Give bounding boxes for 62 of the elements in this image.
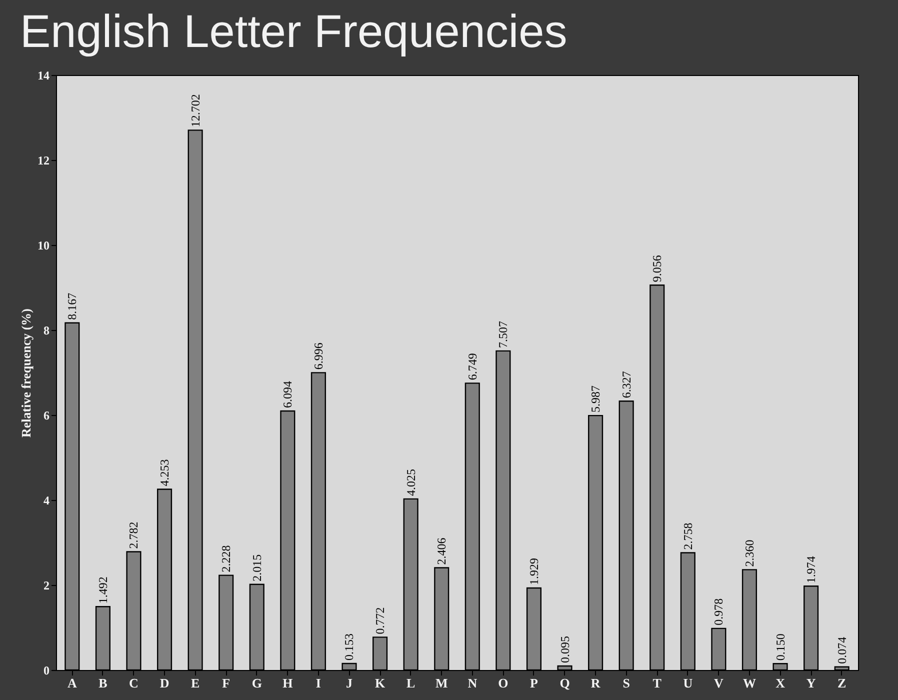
data-label: 1.974 <box>804 556 818 584</box>
x-tick-label: X <box>776 676 786 690</box>
y-tick-label: 4 <box>44 494 50 508</box>
data-label: 1.492 <box>96 576 110 604</box>
x-tick-label: B <box>98 676 108 690</box>
x-tick-label: U <box>683 676 694 690</box>
data-label: 1.929 <box>526 558 541 586</box>
x-tick-label: Y <box>806 676 816 690</box>
data-label: 6.094 <box>280 381 295 408</box>
data-label: 0.074 <box>834 636 849 664</box>
data-label: 0.772 <box>373 607 388 634</box>
x-tick-label: R <box>590 676 601 690</box>
data-label: 2.360 <box>742 540 756 567</box>
x-tick-label: V <box>714 676 724 690</box>
y-tick-label: 2 <box>44 578 50 592</box>
data-label: 6.327 <box>619 371 634 398</box>
data-label: 2.015 <box>250 554 264 582</box>
y-tick-label: 8 <box>44 324 50 338</box>
x-tick-label: N <box>468 676 478 690</box>
data-label: 6.996 <box>311 342 326 370</box>
x-tick-label: F <box>222 676 230 690</box>
data-label: 2.228 <box>219 545 234 572</box>
data-label: 2.782 <box>126 522 141 549</box>
data-label: 0.150 <box>773 634 788 661</box>
x-tick-label: A <box>67 676 78 690</box>
x-tick-label: H <box>282 676 293 690</box>
x-tick-label: L <box>406 676 416 690</box>
data-label: 5.987 <box>588 386 603 413</box>
x-tick-label: G <box>252 676 262 690</box>
x-tick-label: P <box>530 676 538 690</box>
data-label: 4.025 <box>404 468 418 496</box>
data-label: 12.702 <box>188 94 202 128</box>
y-tick-label: 6 <box>44 408 50 422</box>
x-tick-label: C <box>129 676 138 690</box>
y-tick-label: 0 <box>44 664 50 678</box>
x-tick-label: I <box>316 676 321 690</box>
data-label: 0.095 <box>558 636 572 663</box>
data-label: 9.056 <box>650 255 664 282</box>
data-label: 2.758 <box>680 522 695 550</box>
x-tick-label: Z <box>838 676 846 690</box>
y-tick-label: 12 <box>38 154 50 168</box>
x-tick-label: O <box>498 676 508 690</box>
x-tick-label: S <box>622 676 630 690</box>
data-label: 6.749 <box>465 353 480 380</box>
data-label: 7.507 <box>496 320 510 348</box>
x-tick-label: M <box>435 676 448 690</box>
x-tick-label: Q <box>560 676 570 690</box>
x-tick-label: E <box>190 676 200 690</box>
x-tick-label: T <box>652 676 662 690</box>
x-tick-label: D <box>160 676 170 690</box>
data-label: 0.153 <box>342 633 356 660</box>
data-label: 0.978 <box>712 598 726 626</box>
data-label: 4.253 <box>158 459 172 486</box>
x-tick-label: J <box>346 676 353 690</box>
chart-title: English Letter Frequencies <box>20 5 568 57</box>
data-label: 2.406 <box>434 538 449 565</box>
x-tick-label: K <box>374 676 386 690</box>
y-tick-label: 10 <box>38 238 50 252</box>
data-label: 8.167 <box>65 292 80 320</box>
y-axis-title: Relative frequency (%) <box>18 308 34 438</box>
x-tick-label: W <box>742 676 756 690</box>
y-tick-label: 14 <box>38 68 50 82</box>
